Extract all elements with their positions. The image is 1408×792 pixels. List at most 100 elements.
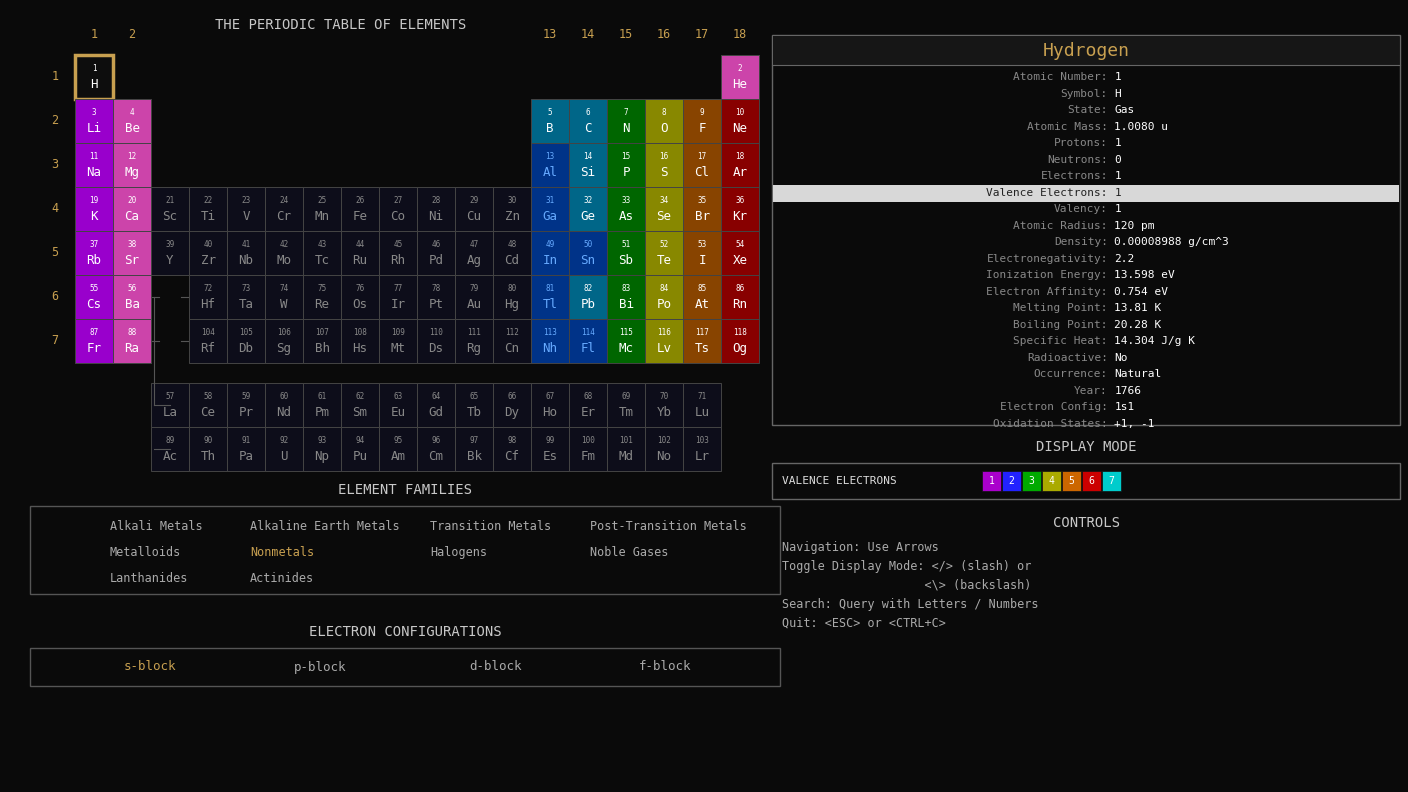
Text: Re: Re [314, 298, 329, 311]
Text: Nh: Nh [542, 342, 558, 355]
Text: 0.754 eV: 0.754 eV [1114, 287, 1169, 297]
Bar [569, 427, 607, 471]
Text: 60: 60 [279, 392, 289, 401]
Text: At: At [694, 298, 710, 311]
Bar [531, 383, 569, 427]
Text: Electrons:: Electrons: [1041, 171, 1108, 181]
Text: Atomic Mass:: Atomic Mass: [1026, 122, 1108, 132]
Text: ELECTRON CONFIGURATIONS: ELECTRON CONFIGURATIONS [308, 625, 501, 639]
Text: 88: 88 [127, 328, 137, 337]
Bar [1062, 471, 1081, 491]
Text: Zr: Zr [200, 254, 215, 267]
Text: 1: 1 [1114, 139, 1121, 148]
Text: 1766: 1766 [1114, 386, 1142, 396]
Text: V: V [242, 210, 249, 223]
Text: 103: 103 [696, 436, 710, 444]
Bar [75, 231, 113, 275]
Text: O: O [660, 122, 667, 135]
Text: No: No [1114, 353, 1128, 363]
Bar [341, 319, 379, 363]
Text: Li: Li [86, 122, 101, 135]
Text: 1: 1 [1114, 72, 1121, 82]
Text: Cf: Cf [504, 450, 520, 463]
Text: Fe: Fe [352, 210, 367, 223]
Text: 0: 0 [1114, 155, 1121, 165]
Text: 13.598 eV: 13.598 eV [1114, 270, 1176, 280]
Bar [531, 231, 569, 275]
Text: 38: 38 [127, 240, 137, 249]
Text: Ru: Ru [352, 254, 367, 267]
Text: W: W [280, 298, 287, 311]
Bar [455, 319, 493, 363]
Text: Bh: Bh [314, 342, 329, 355]
Bar [569, 231, 607, 275]
Text: 9: 9 [700, 108, 704, 116]
Bar [493, 187, 531, 231]
Text: Quit: <ESC> or <CTRL+C>: Quit: <ESC> or <CTRL+C> [781, 617, 946, 630]
Text: Be: Be [124, 122, 139, 135]
Text: Cn: Cn [504, 342, 520, 355]
Text: 11: 11 [89, 152, 99, 161]
Text: Pm: Pm [314, 406, 329, 419]
Text: 13.81 K: 13.81 K [1114, 303, 1162, 314]
Text: Symbol:: Symbol: [1060, 89, 1108, 99]
Text: H: H [90, 78, 97, 91]
Text: 102: 102 [658, 436, 672, 444]
Text: Am: Am [390, 450, 406, 463]
Text: Specific Heat:: Specific Heat: [1014, 337, 1108, 346]
Bar [531, 187, 569, 231]
Text: 100: 100 [582, 436, 596, 444]
Text: 23: 23 [241, 196, 251, 204]
Bar [569, 143, 607, 187]
Text: Cm: Cm [428, 450, 444, 463]
Text: Ionization Energy:: Ionization Energy: [987, 270, 1108, 280]
Bar [341, 187, 379, 231]
Text: 6: 6 [1088, 476, 1094, 486]
Text: 55: 55 [89, 284, 99, 293]
Text: Tb: Tb [466, 406, 482, 419]
Text: 56: 56 [127, 284, 137, 293]
Text: Lv: Lv [656, 342, 672, 355]
Bar [75, 143, 113, 187]
Text: Protons:: Protons: [1055, 139, 1108, 148]
Text: Alkaline Earth Metals: Alkaline Earth Metals [251, 520, 400, 533]
Text: 70: 70 [659, 392, 669, 401]
Bar [417, 231, 455, 275]
Bar [569, 319, 607, 363]
Text: Mn: Mn [314, 210, 329, 223]
Text: Sb: Sb [618, 254, 634, 267]
Text: 1s1: 1s1 [1114, 402, 1135, 413]
Text: 69: 69 [621, 392, 631, 401]
Text: Mt: Mt [390, 342, 406, 355]
Text: 5: 5 [1069, 476, 1074, 486]
Text: 6: 6 [586, 108, 590, 116]
Bar [772, 35, 1400, 425]
Bar [379, 427, 417, 471]
Text: Ar: Ar [732, 166, 748, 179]
Text: THE PERIODIC TABLE OF ELEMENTS: THE PERIODIC TABLE OF ELEMENTS [215, 18, 466, 32]
Text: Eu: Eu [390, 406, 406, 419]
Bar [189, 427, 227, 471]
Text: Y: Y [166, 254, 173, 267]
Text: 42: 42 [279, 240, 289, 249]
Text: 5: 5 [548, 108, 552, 116]
Text: Te: Te [656, 254, 672, 267]
Bar [455, 187, 493, 231]
Text: 73: 73 [241, 284, 251, 293]
Text: U: U [280, 450, 287, 463]
Text: 7: 7 [52, 334, 59, 348]
Text: Lr: Lr [694, 450, 710, 463]
Bar [455, 427, 493, 471]
Text: 4: 4 [1049, 476, 1055, 486]
Text: <\> (backslash): <\> (backslash) [781, 579, 1032, 592]
Text: Gd: Gd [428, 406, 444, 419]
Text: La: La [162, 406, 177, 419]
Bar [227, 383, 265, 427]
Text: Density:: Density: [1055, 238, 1108, 247]
Text: Au: Au [466, 298, 482, 311]
Text: 71: 71 [697, 392, 707, 401]
Text: 2: 2 [128, 29, 135, 41]
Text: 106: 106 [277, 328, 291, 337]
Text: 17: 17 [696, 29, 710, 41]
Bar [1022, 471, 1041, 491]
